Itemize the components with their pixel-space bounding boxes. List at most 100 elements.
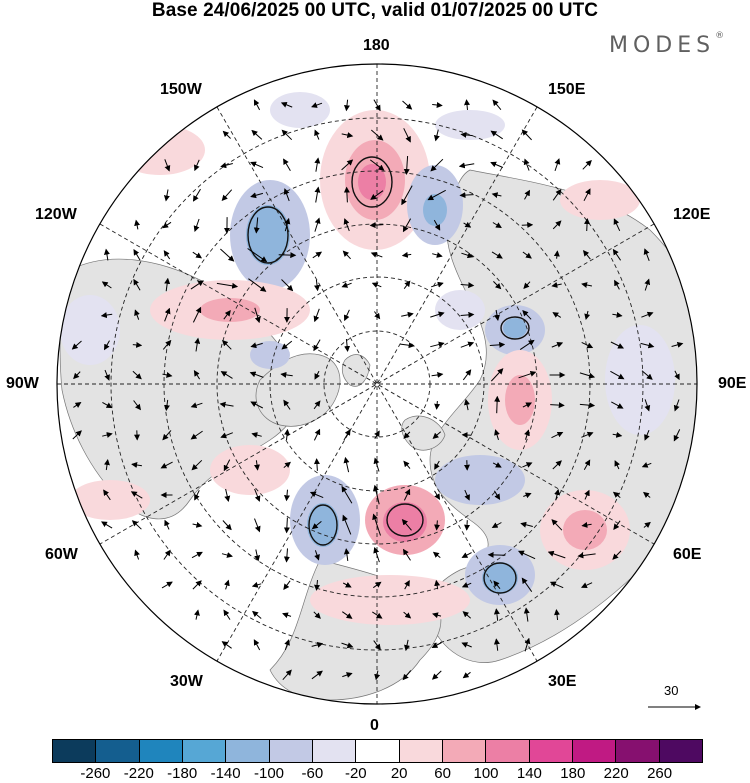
wind-arrow — [577, 552, 596, 559]
wind-arrow — [281, 129, 293, 141]
wind-arrow — [373, 581, 382, 589]
wind-arrow — [460, 311, 475, 318]
wind-arrow — [193, 218, 200, 232]
wind-arrow — [641, 462, 652, 468]
wind-arrow — [254, 307, 261, 324]
wind-arrow — [223, 459, 231, 472]
wind-arrow — [522, 462, 533, 468]
wind-arrow — [552, 460, 562, 470]
wind-arrow — [343, 548, 350, 561]
wind-arrow — [644, 430, 650, 441]
wind-arrow — [373, 546, 380, 563]
wind-arrow — [374, 670, 381, 681]
wind-arrow — [523, 281, 531, 290]
lon-label-30e: 30E — [548, 673, 577, 690]
wind-arrow — [247, 248, 268, 263]
wind-arrow — [432, 252, 443, 258]
wind-arrow — [311, 670, 323, 680]
wind-arrow — [251, 129, 263, 140]
wind-arrow — [192, 580, 202, 590]
wind-arrow — [370, 251, 383, 258]
wind-arrow — [193, 159, 200, 172]
wind-arrow — [551, 341, 564, 348]
wind-arrow — [343, 456, 350, 473]
wind-arrow — [517, 550, 536, 560]
wind-arrow — [403, 431, 411, 439]
wind-arrow — [524, 637, 531, 652]
wind-arrow — [372, 513, 381, 536]
wind-arrow — [612, 550, 622, 560]
wind-arrow — [311, 641, 324, 648]
colorbar-tick-label: 260 — [647, 765, 673, 782]
wind-arrow — [162, 430, 172, 441]
wind-arrow — [519, 339, 535, 351]
wind-arrow — [221, 552, 233, 558]
wind-arrow — [192, 188, 201, 202]
colorbar-swatch — [182, 740, 227, 762]
wind-arrow — [163, 549, 171, 560]
wind-arrow — [579, 372, 596, 379]
wind-arrow — [521, 577, 533, 592]
wind-arrow — [283, 399, 291, 410]
wind-arrow — [343, 309, 350, 322]
wind-arrow — [164, 159, 171, 172]
wind-arrow — [192, 251, 203, 259]
wind-arrow — [581, 431, 594, 438]
wind-arrow — [430, 341, 445, 348]
wind-arrow — [643, 491, 651, 498]
wind-arrow — [492, 222, 502, 229]
wind-arrow — [644, 278, 651, 291]
wind-arrow — [343, 218, 350, 232]
wind-arrow — [251, 581, 262, 588]
wind-arrow — [430, 311, 445, 318]
wind-arrow — [582, 159, 592, 170]
colorbar-swatch — [616, 740, 660, 762]
wind-arrow — [610, 341, 624, 349]
wind-arrow — [553, 250, 560, 259]
wind-arrow — [314, 370, 320, 380]
wind-arrow — [102, 401, 113, 409]
wind-arrow — [312, 251, 323, 259]
wind-arrow — [284, 428, 290, 441]
wind-arrow — [430, 158, 444, 172]
colorbar-swatch — [226, 740, 270, 762]
wind-arrow — [494, 429, 500, 441]
wind-arrow — [492, 99, 502, 111]
wind-arrow — [134, 309, 140, 320]
wind-arrow — [462, 369, 472, 381]
wind-arrow — [314, 550, 320, 561]
wind-arrow — [584, 489, 590, 500]
wind-arrow — [579, 402, 596, 409]
wind-arrow — [284, 217, 291, 232]
wind-arrow — [644, 399, 651, 412]
wind-arrow — [402, 218, 412, 233]
wind-arrow — [282, 669, 292, 681]
wind-arrow — [194, 609, 200, 620]
wind-arrow — [192, 521, 203, 528]
wind-arrow — [343, 429, 351, 441]
wind-arrow — [432, 551, 441, 558]
wind-arrow — [612, 311, 623, 318]
wind-arrow — [341, 282, 352, 288]
wind-arrow — [431, 371, 444, 378]
wind-arrow — [283, 517, 290, 534]
colorbar-swatch — [399, 740, 443, 762]
wind-arrow — [313, 308, 320, 323]
wind-arrow — [524, 189, 530, 200]
colorbar-swatch — [312, 740, 357, 762]
wind-arrow — [460, 131, 473, 138]
wind-arrow — [281, 279, 294, 292]
colorbar-tick-label: -220 — [123, 765, 154, 782]
wind-arrow — [403, 280, 411, 290]
wind-arrow — [224, 579, 230, 590]
wind-arrow — [133, 400, 142, 411]
wind-arrow — [163, 189, 170, 202]
wind-arrow — [464, 489, 470, 501]
wind-arrow — [581, 282, 593, 288]
wind-arrow — [643, 248, 650, 261]
wind-arrow — [103, 248, 110, 261]
wind-arrow — [494, 309, 500, 321]
wind-arrow — [432, 431, 442, 439]
wind-arrow — [248, 278, 267, 292]
wind-arrow — [554, 158, 561, 172]
